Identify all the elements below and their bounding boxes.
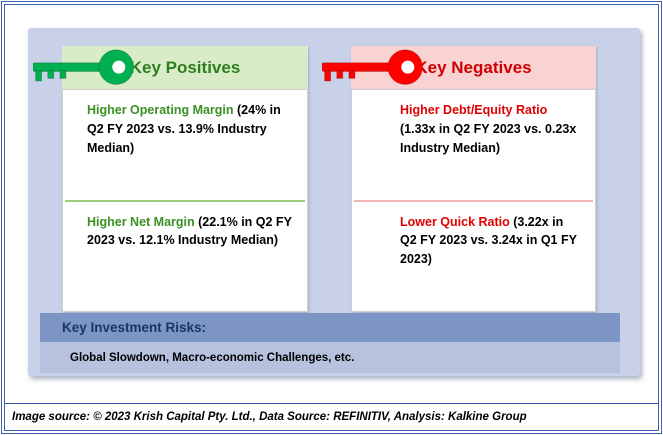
positives-box: Higher Operating Margin (24% in Q2 FY 20… — [62, 89, 308, 312]
risks-title: Key Investment Risks: — [62, 320, 207, 335]
negative-item-1: Higher Debt/Equity Ratio (1.33x in Q2 FY… — [352, 90, 595, 200]
positive-item-1-text: Higher Operating Margin (24% in Q2 FY 20… — [87, 103, 281, 155]
risks-body: Global Slowdown, Macro-economic Challeng… — [40, 342, 620, 373]
green-key-icon — [33, 48, 137, 88]
negatives-box: Higher Debt/Equity Ratio (1.33x in Q2 FY… — [351, 89, 596, 312]
risks-body-text: Global Slowdown, Macro-economic Challeng… — [70, 351, 355, 364]
positive-item-2: Higher Net Margin (22.1% in Q2 FY 2023 v… — [63, 202, 307, 312]
negative-item-2: Lower Quick Ratio (3.22x in Q2 FY 2023 v… — [352, 202, 595, 312]
footer: Image source: © 2023 Krish Capital Pty. … — [5, 403, 658, 430]
positive-item-2-text: Higher Net Margin (22.1% in Q2 FY 2023 v… — [87, 214, 292, 248]
negatives-title: Key Negatives — [415, 57, 532, 77]
risks-bar: Key Investment Risks: — [40, 313, 620, 342]
red-key-icon — [322, 48, 426, 88]
negative-item-1-text: Higher Debt/Equity Ratio (1.33x in Q2 FY… — [400, 103, 577, 155]
positives-divider — [65, 199, 305, 202]
negatives-divider — [354, 199, 593, 202]
negative-item-2-text: Lower Quick Ratio (3.22x in Q2 FY 2023 v… — [400, 214, 577, 267]
positives-title: Key Positives — [129, 57, 241, 77]
footer-text: Image source: © 2023 Krish Capital Pty. … — [12, 411, 527, 423]
positive-item-1: Higher Operating Margin (24% in Q2 FY 20… — [63, 90, 307, 200]
